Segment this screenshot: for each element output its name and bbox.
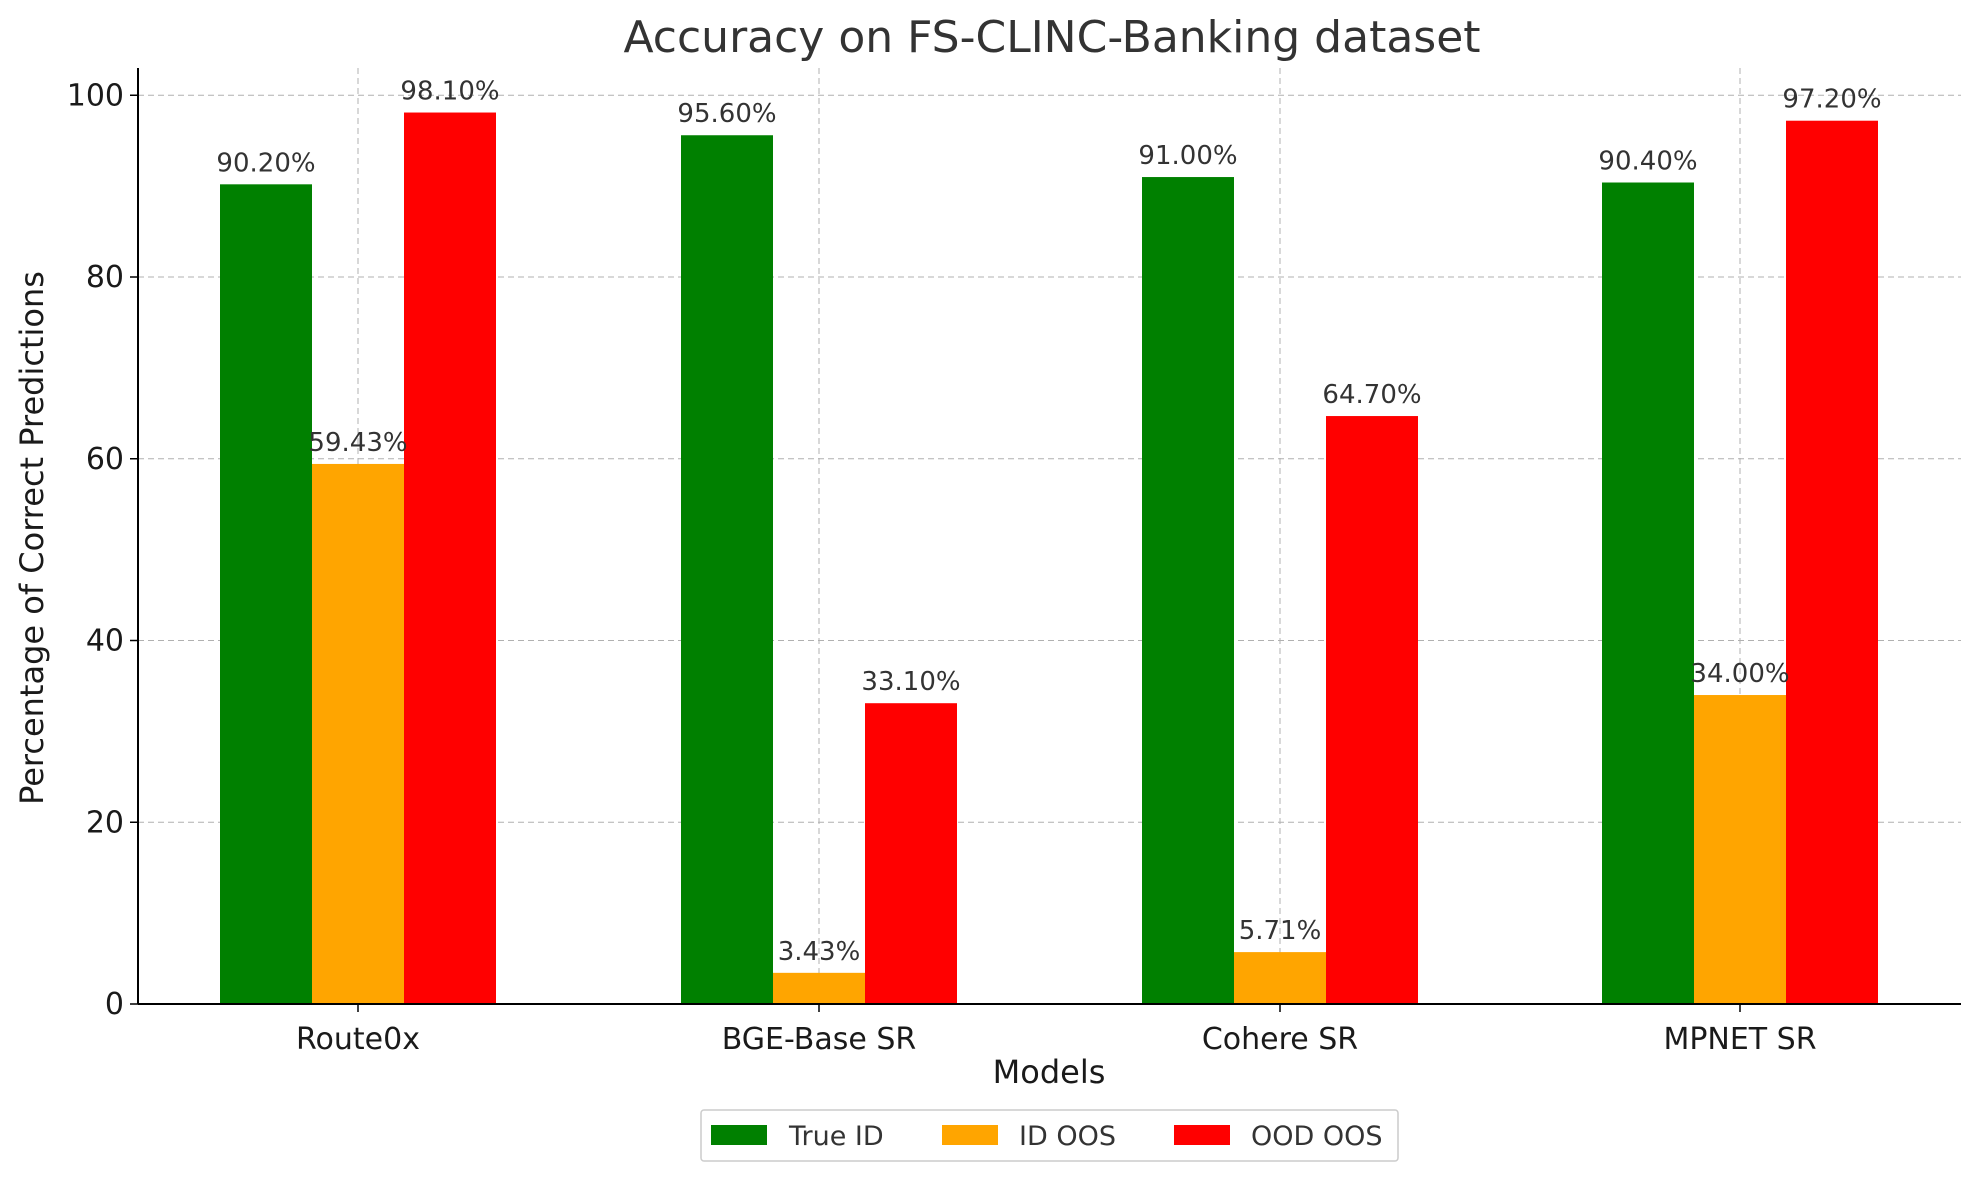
y-axis-label: Percentage of Correct Predictions [13,271,51,805]
bar-value-label: 90.40% [1598,147,1697,177]
bar [773,972,865,1004]
x-tick-label: Cohere SR [1202,1022,1358,1057]
chart-title: Accuracy on FS-CLINC-Banking dataset [623,12,1480,63]
ticks: 0 20 40 60 80 100 Route0x BGE-Base SR Cohere SR M… [67,78,1817,1057]
y-tick-label: 60 [86,442,124,477]
bar-value-label: 59.43% [308,428,407,458]
bars [220,112,1878,1005]
legend: True ID ID OOS OOD OOS [700,1109,1399,1162]
bar-value-label: 90.20% [216,148,315,178]
y-tick-label: 80 [86,260,124,295]
bar [1694,695,1786,1004]
x-axis-label: Models [993,1053,1106,1091]
y-tick-label: 20 [86,805,124,840]
y-tick-label: 0 [105,987,124,1022]
bar-value-label: 5.71% [1239,916,1322,946]
x-tick-label: BGE-Base SR [722,1022,917,1057]
bar-value-label: 98.10% [400,77,499,107]
bar [681,135,773,1005]
x-tick-label: MPNET SR [1663,1022,1816,1057]
bar-value-label: 33.10% [861,667,960,697]
legend-label: ID OOS [1019,1121,1116,1152]
data-labels: 90.20% 95.60% 91.00% 90.40% 59.43% 3.43% 5.71%… [216,77,1881,967]
bar [220,184,312,1004]
bar [1142,177,1234,1005]
y-tick-label: 40 [86,624,124,659]
bar [1326,416,1418,1004]
axes [137,68,1961,1005]
x-tick-label: Route0x [296,1022,420,1057]
bar-value-label: 97.20% [1782,85,1881,115]
legend-swatch [1174,1125,1230,1145]
bar [312,463,404,1004]
bar [1234,952,1326,1004]
bar [1786,120,1878,1005]
bar-value-label: 3.43% [778,937,861,967]
y-tick-label: 100 [67,78,124,113]
bar [404,112,496,1005]
bar [865,703,957,1004]
bar-value-label: 34.00% [1690,659,1789,689]
bar [1602,182,1694,1004]
bar-value-label: 64.70% [1322,380,1421,410]
legend-swatch [711,1125,767,1145]
bar-value-label: 91.00% [1138,141,1237,171]
legend-swatch [942,1125,998,1145]
legend-label: OOD OOS [1251,1121,1383,1152]
legend-label: True ID [788,1121,884,1152]
legend-box [700,1109,1399,1162]
bar-value-label: 95.60% [677,99,776,129]
